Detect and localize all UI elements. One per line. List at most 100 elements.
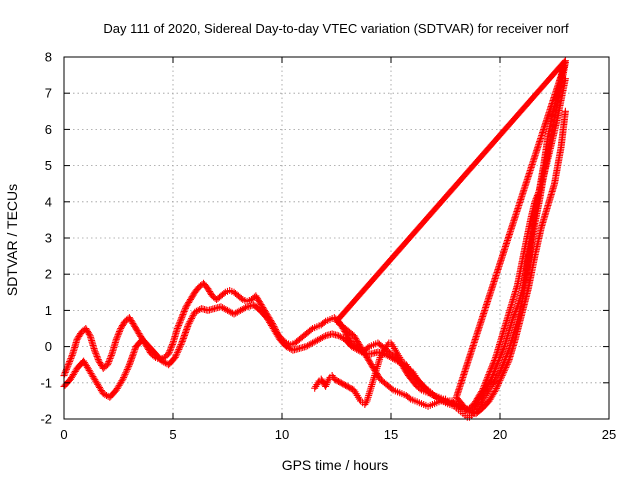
- data-point: [174, 347, 182, 355]
- data-point: [85, 330, 93, 338]
- data-point: [176, 344, 184, 352]
- data-point: [206, 288, 214, 296]
- data-point: [479, 388, 487, 396]
- data-point: [496, 353, 504, 361]
- data-point: [91, 346, 99, 354]
- data-point: [188, 313, 196, 321]
- data-point: [134, 328, 142, 336]
- data-point: [481, 385, 489, 393]
- data-point: [472, 401, 480, 409]
- data-point: [83, 326, 91, 334]
- data-point: [254, 295, 262, 303]
- data-point: [472, 400, 480, 408]
- data-point: [68, 351, 76, 359]
- data-point: [115, 329, 123, 337]
- data-point: [120, 372, 128, 380]
- data-point: [204, 285, 212, 293]
- data-point: [187, 294, 195, 302]
- data-point: [500, 344, 508, 352]
- data-point: [132, 324, 140, 332]
- data-point: [106, 354, 114, 362]
- y-tick-label: 3: [45, 231, 52, 246]
- data-point: [175, 345, 183, 353]
- data-point: [93, 352, 101, 360]
- data-point: [206, 289, 214, 297]
- data-point: [64, 362, 72, 370]
- data-point: [343, 332, 351, 340]
- data-point: [183, 301, 191, 309]
- data-point: [165, 350, 173, 358]
- data-point: [119, 375, 127, 383]
- data-point: [495, 378, 503, 386]
- data-point: [511, 309, 519, 317]
- data-point: [103, 391, 111, 399]
- data-point: [74, 334, 82, 342]
- x-tick-label: 25: [602, 427, 616, 442]
- x-tick-label: 10: [275, 427, 289, 442]
- data-point: [173, 349, 181, 357]
- data-point: [369, 364, 377, 372]
- data-point: [65, 359, 73, 367]
- data-point: [320, 333, 328, 341]
- data-point: [360, 348, 368, 356]
- series-main-trace: [60, 75, 569, 414]
- data-point: [497, 350, 505, 358]
- data-point: [498, 349, 506, 357]
- data-point: [175, 321, 183, 329]
- data-point: [237, 294, 245, 302]
- data-point: [179, 311, 187, 319]
- data-point: [104, 361, 112, 369]
- data-point: [63, 364, 71, 372]
- x-tick-label: 0: [60, 427, 67, 442]
- data-point: [168, 342, 176, 350]
- data-point: [497, 352, 505, 360]
- data-point: [365, 356, 373, 364]
- data-point: [176, 317, 184, 325]
- data-point: [176, 342, 184, 350]
- data-point: [124, 364, 132, 372]
- y-tick-label: 0: [45, 339, 52, 354]
- data-point: [167, 344, 175, 352]
- data-point: [492, 364, 500, 372]
- data-point: [67, 353, 75, 361]
- x-tick-label: 15: [384, 427, 398, 442]
- data-point: [486, 377, 494, 385]
- data-point: [491, 366, 499, 374]
- data-point: [512, 306, 520, 314]
- data-point: [82, 325, 90, 332]
- data-point: [177, 315, 185, 323]
- data-point: [194, 306, 202, 314]
- data-point: [97, 360, 105, 368]
- data-point: [178, 314, 186, 322]
- data-point: [374, 372, 382, 380]
- series-lower-trace: [60, 107, 569, 418]
- x-axis-label: GPS time / hours: [282, 457, 389, 473]
- data-point: [181, 304, 189, 312]
- data-point: [255, 298, 263, 306]
- data-point: [67, 354, 75, 362]
- data-point: [480, 387, 488, 395]
- data-point: [62, 367, 70, 375]
- data-point: [112, 335, 120, 343]
- data-point: [64, 361, 72, 369]
- data-point: [494, 358, 502, 366]
- data-point: [132, 325, 140, 333]
- data-point: [482, 384, 490, 392]
- y-tick-label: 5: [45, 158, 52, 173]
- data-point: [118, 377, 126, 385]
- data-point: [484, 381, 492, 389]
- data-point: [442, 395, 449, 403]
- data-point: [125, 362, 133, 370]
- data-point: [189, 311, 197, 319]
- data-point: [388, 385, 396, 393]
- data-point: [180, 309, 188, 317]
- data-point: [105, 356, 113, 364]
- data-point: [184, 300, 192, 308]
- data-point: [495, 357, 503, 365]
- data-point: [94, 354, 102, 362]
- data-point: [133, 327, 141, 335]
- data-point: [510, 311, 518, 319]
- data-point: [252, 292, 260, 300]
- data-point: [123, 366, 131, 374]
